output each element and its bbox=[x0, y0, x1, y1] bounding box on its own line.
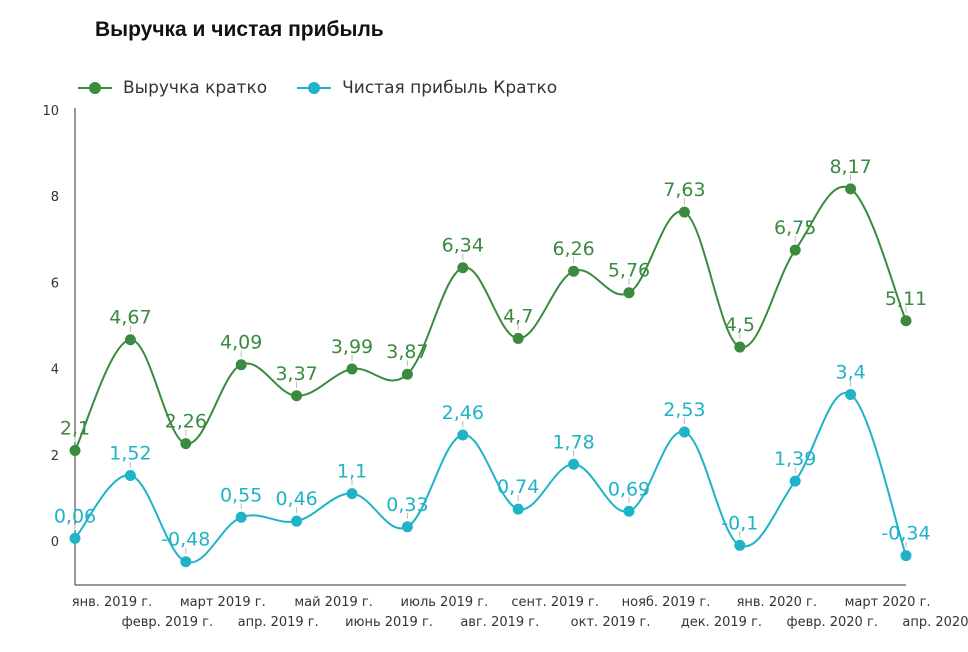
data-label-net-profit: 0,46 bbox=[275, 488, 317, 510]
data-point-revenue bbox=[291, 390, 303, 402]
data-point-net-profit bbox=[346, 488, 358, 500]
y-tick-label: 4 bbox=[51, 363, 59, 378]
data-label-net-profit: 3,4 bbox=[835, 361, 865, 383]
legend-item-revenue[interactable]: Выручка кратко bbox=[78, 76, 267, 100]
data-point-net-profit bbox=[457, 429, 469, 441]
data-point-net-profit bbox=[734, 539, 746, 551]
data-label-net-profit: 0,69 bbox=[608, 478, 650, 500]
data-label-revenue: 4,67 bbox=[109, 307, 151, 329]
series-line-revenue bbox=[74, 185, 907, 451]
x-tick-label: окт. 2019 г. bbox=[571, 615, 651, 630]
legend-item-net-profit[interactable]: Чистая прибыль Кратко bbox=[297, 76, 557, 100]
y-tick-label: 8 bbox=[51, 190, 59, 205]
data-label-net-profit: 2,46 bbox=[442, 402, 484, 424]
legend-label-revenue: Выручка кратко bbox=[123, 78, 268, 98]
data-point-revenue bbox=[180, 438, 192, 450]
chart-legend: Выручка кратко Чистая прибыль Кратко bbox=[78, 76, 587, 100]
y-tick-label: 10 bbox=[42, 104, 59, 119]
x-tick-label: нояб. 2019 г. bbox=[622, 595, 711, 610]
data-point-net-profit bbox=[845, 388, 857, 400]
data-point-net-profit bbox=[180, 556, 192, 568]
data-point-net-profit bbox=[235, 511, 247, 523]
x-tick-label: февр. 2020 г. bbox=[786, 615, 877, 630]
legend-marker-revenue bbox=[78, 76, 112, 100]
data-point-revenue bbox=[734, 341, 746, 353]
data-label-revenue: 8,17 bbox=[829, 156, 871, 178]
data-point-net-profit bbox=[512, 503, 524, 515]
data-label-revenue: 2,26 bbox=[165, 411, 207, 433]
data-label-net-profit: 0,06 bbox=[54, 505, 96, 527]
data-point-net-profit bbox=[69, 532, 81, 544]
data-label-net-profit: 1,1 bbox=[337, 461, 367, 483]
data-point-revenue bbox=[401, 368, 413, 380]
y-tick-label: 6 bbox=[51, 276, 59, 291]
x-tick-label: март 2020 г. bbox=[845, 595, 931, 610]
data-label-revenue: 6,75 bbox=[774, 217, 816, 239]
data-point-revenue bbox=[623, 287, 635, 299]
data-point-net-profit bbox=[678, 426, 690, 438]
data-label-net-profit: 0,55 bbox=[220, 484, 262, 506]
data-label-revenue: 5,76 bbox=[608, 260, 650, 282]
data-point-net-profit bbox=[623, 505, 635, 517]
data-point-net-profit bbox=[900, 550, 912, 562]
x-tick-label: март 2019 г. bbox=[180, 595, 266, 610]
data-point-net-profit bbox=[124, 469, 136, 481]
data-label-net-profit: -0,48 bbox=[161, 529, 210, 551]
data-point-net-profit bbox=[401, 521, 413, 533]
x-tick-label: февр. 2019 г. bbox=[122, 615, 213, 630]
data-label-net-profit: -0,34 bbox=[881, 523, 930, 545]
x-tick-label: апр. 2020 г. bbox=[902, 615, 968, 630]
data-point-revenue bbox=[678, 206, 690, 218]
data-point-revenue bbox=[124, 334, 136, 346]
data-point-revenue bbox=[568, 265, 580, 277]
data-label-net-profit: 1,52 bbox=[109, 442, 151, 464]
data-point-revenue bbox=[845, 183, 857, 195]
data-label-revenue: 3,37 bbox=[275, 363, 317, 385]
data-label-revenue: 2,1 bbox=[60, 417, 90, 439]
data-point-net-profit bbox=[291, 515, 303, 527]
x-tick-label: июнь 2019 г. bbox=[345, 615, 433, 630]
data-label-revenue: 3,99 bbox=[331, 336, 373, 358]
data-point-revenue bbox=[235, 359, 247, 371]
data-label-net-profit: 0,33 bbox=[386, 494, 428, 516]
legend-label-net-profit: Чистая прибыль Кратко bbox=[342, 78, 558, 98]
data-label-net-profit: 2,53 bbox=[663, 399, 705, 421]
data-point-revenue bbox=[789, 244, 801, 256]
data-label-revenue: 6,26 bbox=[552, 238, 594, 260]
data-point-revenue bbox=[512, 332, 524, 344]
x-tick-label: апр. 2019 г. bbox=[238, 615, 319, 630]
data-label-net-profit: 1,78 bbox=[552, 431, 594, 453]
data-point-revenue bbox=[900, 315, 912, 327]
x-tick-label: авг. 2019 г. bbox=[460, 615, 539, 630]
x-tick-label: дек. 2019 г. bbox=[681, 615, 762, 630]
data-label-net-profit: 1,39 bbox=[774, 448, 816, 470]
data-point-net-profit bbox=[568, 458, 580, 470]
data-label-revenue: 6,34 bbox=[442, 235, 484, 257]
y-tick-label: 0 bbox=[51, 535, 59, 550]
data-point-revenue bbox=[69, 444, 81, 456]
data-point-net-profit bbox=[789, 475, 801, 487]
data-label-revenue: 4,7 bbox=[503, 305, 533, 327]
data-label-revenue: 5,11 bbox=[885, 288, 927, 310]
legend-marker-net-profit bbox=[297, 76, 332, 100]
data-label-revenue: 4,09 bbox=[220, 332, 262, 354]
y-tick-label: 2 bbox=[51, 449, 59, 464]
data-point-revenue bbox=[346, 363, 358, 375]
x-tick-label: янв. 2020 г. bbox=[737, 595, 817, 610]
data-label-revenue: 4,5 bbox=[725, 314, 755, 336]
data-label-revenue: 7,63 bbox=[663, 179, 705, 201]
data-label-net-profit: -0,1 bbox=[721, 512, 758, 534]
x-tick-label: июль 2019 г. bbox=[401, 595, 489, 610]
x-tick-label: янв. 2019 г. bbox=[72, 595, 152, 610]
data-label-net-profit: 0,74 bbox=[497, 476, 539, 498]
x-tick-label: май 2019 г. bbox=[294, 595, 373, 610]
data-label-revenue: 3,87 bbox=[386, 341, 428, 363]
chart-title: Выручка и чистая прибыль bbox=[95, 18, 384, 41]
x-tick-label: сент. 2019 г. bbox=[511, 595, 599, 610]
data-point-revenue bbox=[457, 262, 469, 274]
